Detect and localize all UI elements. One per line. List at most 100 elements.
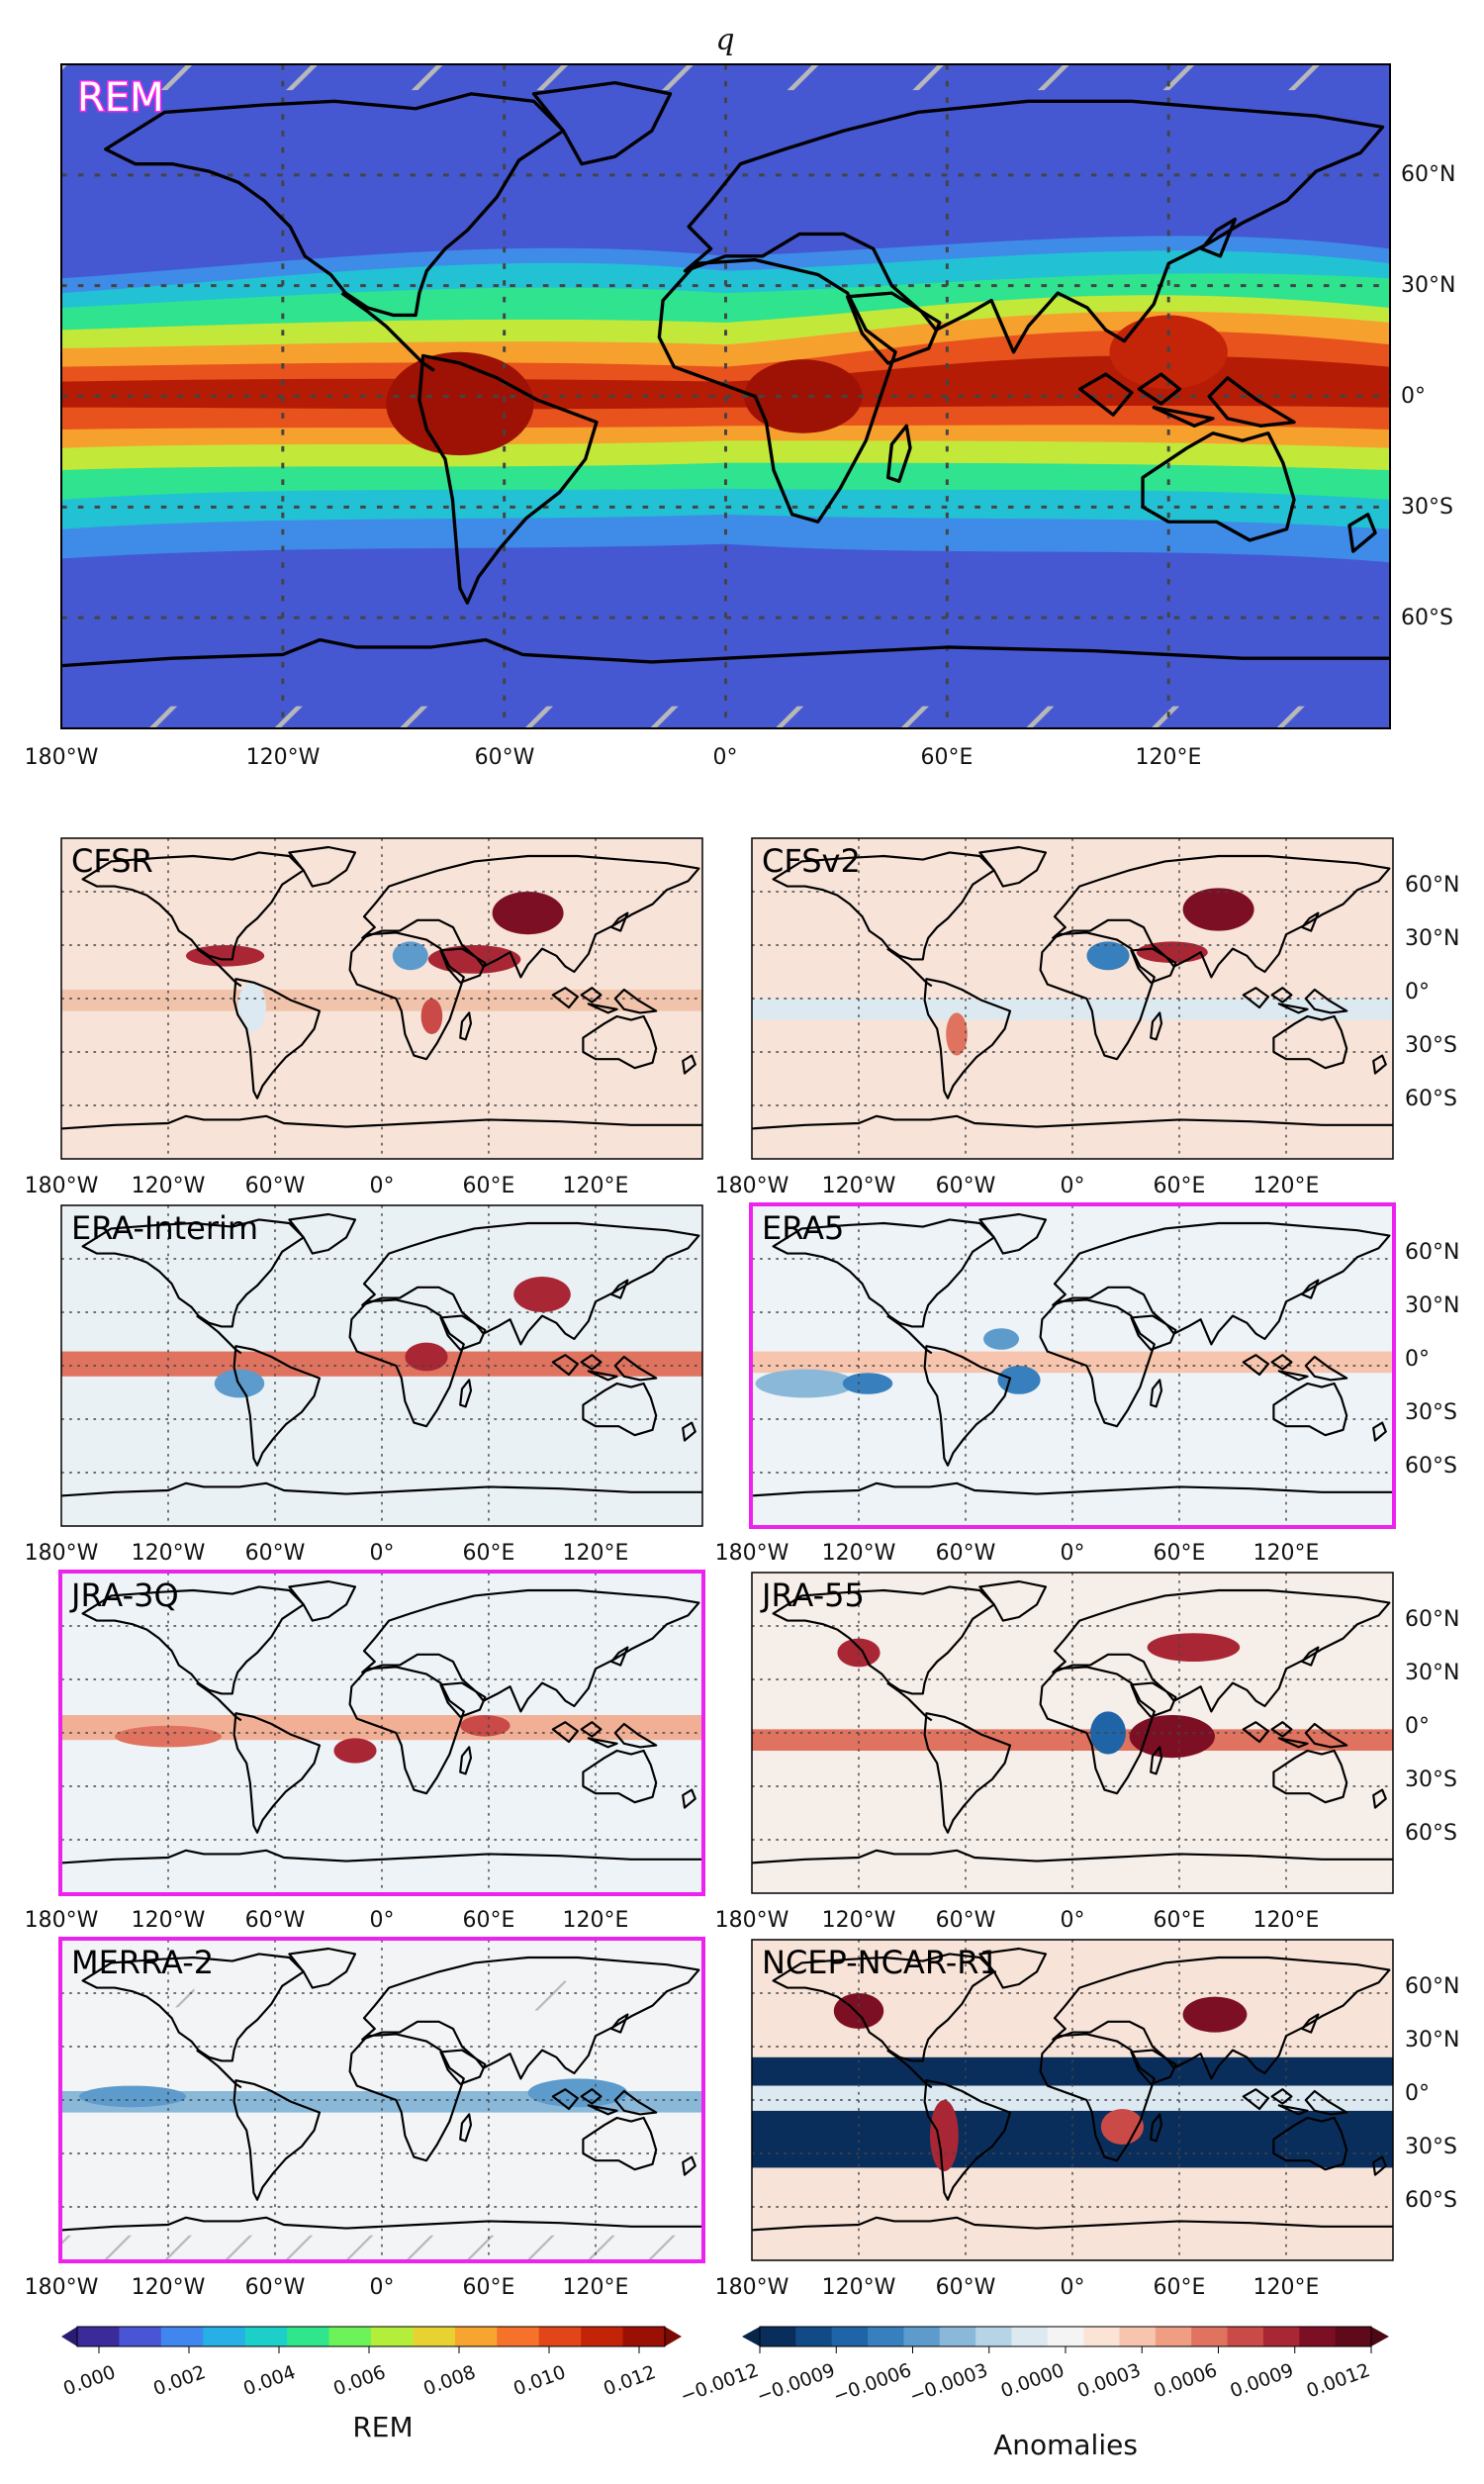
x-tick: 0° [1061, 1174, 1085, 1198]
rem-color-cell [328, 2327, 372, 2346]
highlight-frame [58, 1570, 705, 1896]
rem-tick-label: 0.004 [240, 2361, 299, 2400]
panel-label: CFSR [71, 842, 153, 880]
x-tick: 180°W [25, 1908, 99, 1933]
main-y-tick: 0° [1401, 384, 1426, 409]
anom-tick-label: 0.0006 [1151, 2359, 1220, 2402]
x-tick: 0° [370, 1908, 395, 1933]
x-tick: 120°E [563, 1174, 629, 1198]
x-tick: 60°E [1154, 2275, 1206, 2300]
era5-anomaly-map [752, 1205, 1393, 1526]
x-tick: 180°W [25, 1174, 99, 1198]
x-tick: 120°E [563, 1541, 629, 1566]
anom-color-cell [831, 2327, 869, 2346]
y-tick: 30°N [1405, 926, 1459, 951]
anom-color-cell [1083, 2327, 1121, 2346]
x-tick: 60°E [463, 1908, 515, 1933]
anom-tick-label: 0.0012 [1304, 2359, 1373, 2402]
x-tick: 0° [370, 1541, 395, 1566]
highlight-frame [58, 1937, 705, 2263]
anom-tick-label: −0.0006 [830, 2359, 914, 2408]
x-tick: 60°W [936, 1174, 996, 1198]
x-tick: 120°W [822, 1908, 896, 1933]
anomaly-panels: CFSR 180°W 120°W 60°W 0° 60°E 120°E CFSv2 180°W 1… [25, 837, 1459, 2300]
x-tick: 60°W [936, 1908, 996, 1933]
x-tick: 180°W [715, 1174, 789, 1198]
x-tick: 180°W [715, 1541, 789, 1566]
rem-tick-label: 0.006 [330, 2361, 389, 2400]
panel-label: ERA5 [762, 1209, 844, 1247]
main-x-tick: 120°E [1136, 745, 1202, 770]
x-tick: 120°E [1253, 1541, 1320, 1566]
x-tick: 120°W [132, 1174, 206, 1198]
x-tick: 0° [1061, 1908, 1085, 1933]
x-tick: 120°E [1253, 2275, 1320, 2300]
panel-label: CFSv2 [762, 842, 861, 880]
x-tick: 120°W [132, 1908, 206, 1933]
rem-color-cell [371, 2327, 414, 2346]
jra-55-anomaly-map [752, 1573, 1393, 1893]
colorbar-rem-max-arrow [665, 2327, 682, 2346]
panel-jra-3q: JRA-3Q 180°W 120°W 60°W 0° 60°E 120°E [25, 1570, 705, 1933]
panel-ncep-ncar-r1: NCEP-NCAR-R1 180°W 120°W 60°W 0° 60°E 120°E 60°… [715, 1939, 1459, 2300]
figure-title: q [715, 23, 734, 57]
panel-label: JRA-3Q [69, 1576, 179, 1614]
panel-label: JRA-55 [760, 1576, 865, 1614]
y-tick: 60°S [1405, 2188, 1457, 2213]
y-tick: 60°S [1405, 1454, 1457, 1479]
anom-color-cell [1227, 2327, 1264, 2346]
x-tick: 120°W [132, 1541, 206, 1566]
y-tick: 60°S [1405, 1087, 1457, 1111]
rem-color-cell [413, 2327, 456, 2346]
y-tick: 30°S [1405, 1033, 1457, 1058]
anom-color-cell [1155, 2327, 1192, 2346]
cfsr-anomaly-map [61, 838, 702, 1159]
x-tick: 0° [1061, 2275, 1085, 2300]
rem-color-cell [287, 2327, 330, 2346]
y-tick: 0° [1405, 1714, 1430, 1739]
rem-tick-label: 0.012 [601, 2361, 659, 2400]
colorbar-anom-max-arrow [1371, 2327, 1389, 2346]
jra-3q-anomaly-map [61, 1573, 702, 1893]
anom-color-cell [1191, 2327, 1229, 2346]
colorbar-rem: 0.000 0.002 0.004 0.006 0.008 0.010 0.012 REM [60, 2326, 682, 2443]
x-tick: 120°E [563, 2275, 629, 2300]
anom-color-cell [903, 2327, 941, 2346]
colorbar-anom-min-arrow [742, 2327, 760, 2346]
main-panel-label: REM [77, 75, 164, 121]
panel-label: NCEP-NCAR-R1 [762, 1944, 999, 1981]
panel-era-interim: ERA-Interim 180°W 120°W 60°W 0° 60°E 120°E [25, 1204, 703, 1566]
x-tick: 180°W [25, 1541, 99, 1566]
main-y-ticks: 60°N 30°N 0° 30°S 60°S [1401, 162, 1455, 630]
main-x-tick: 60°W [475, 745, 535, 770]
anom-color-cell [939, 2327, 976, 2346]
rem-tick-label: 0.002 [150, 2361, 209, 2400]
x-tick: 60°W [245, 1908, 306, 1933]
main-y-tick: 60°S [1401, 606, 1453, 630]
rem-tick-label: 0.010 [510, 2361, 569, 2400]
colorbar-rem-label: REM [352, 2411, 413, 2443]
x-tick: 60°W [245, 1174, 306, 1198]
rem-color-cell [244, 2327, 288, 2346]
rem-tick-label: 0.000 [60, 2361, 119, 2400]
rem-color-cell [77, 2327, 120, 2346]
y-tick: 30°N [1405, 2028, 1459, 2053]
x-tick: 180°W [25, 2275, 99, 2300]
x-tick: 60°E [463, 1541, 515, 1566]
anom-tick-label: −0.0009 [754, 2359, 838, 2408]
panel-jra-55: JRA-55 180°W 120°W 60°W 0° 60°E 120°E 60°N 30°N 0… [715, 1572, 1459, 1933]
anom-color-cell [1335, 2327, 1372, 2346]
main-x-tick: 60°E [921, 745, 974, 770]
y-tick: 0° [1405, 1347, 1430, 1372]
panel-era5: ERA5 180°W 120°W 60°W 0° 60°E 120°E 60°N 30°N 0° 3… [715, 1202, 1459, 1566]
rem-color-cell [622, 2327, 666, 2346]
x-tick: 60°E [463, 2275, 515, 2300]
rem-color-cell [581, 2327, 624, 2346]
x-tick: 120°W [822, 1174, 896, 1198]
y-tick: 30°S [1405, 2135, 1457, 2159]
colorbar-rem-min-arrow [61, 2327, 77, 2346]
x-tick: 60°E [463, 1174, 515, 1198]
y-tick: 60°S [1405, 1821, 1457, 1846]
main-panel: REM 180°W 120°W 60°W 0° 60°E 120°E 60°N … [25, 63, 1455, 770]
